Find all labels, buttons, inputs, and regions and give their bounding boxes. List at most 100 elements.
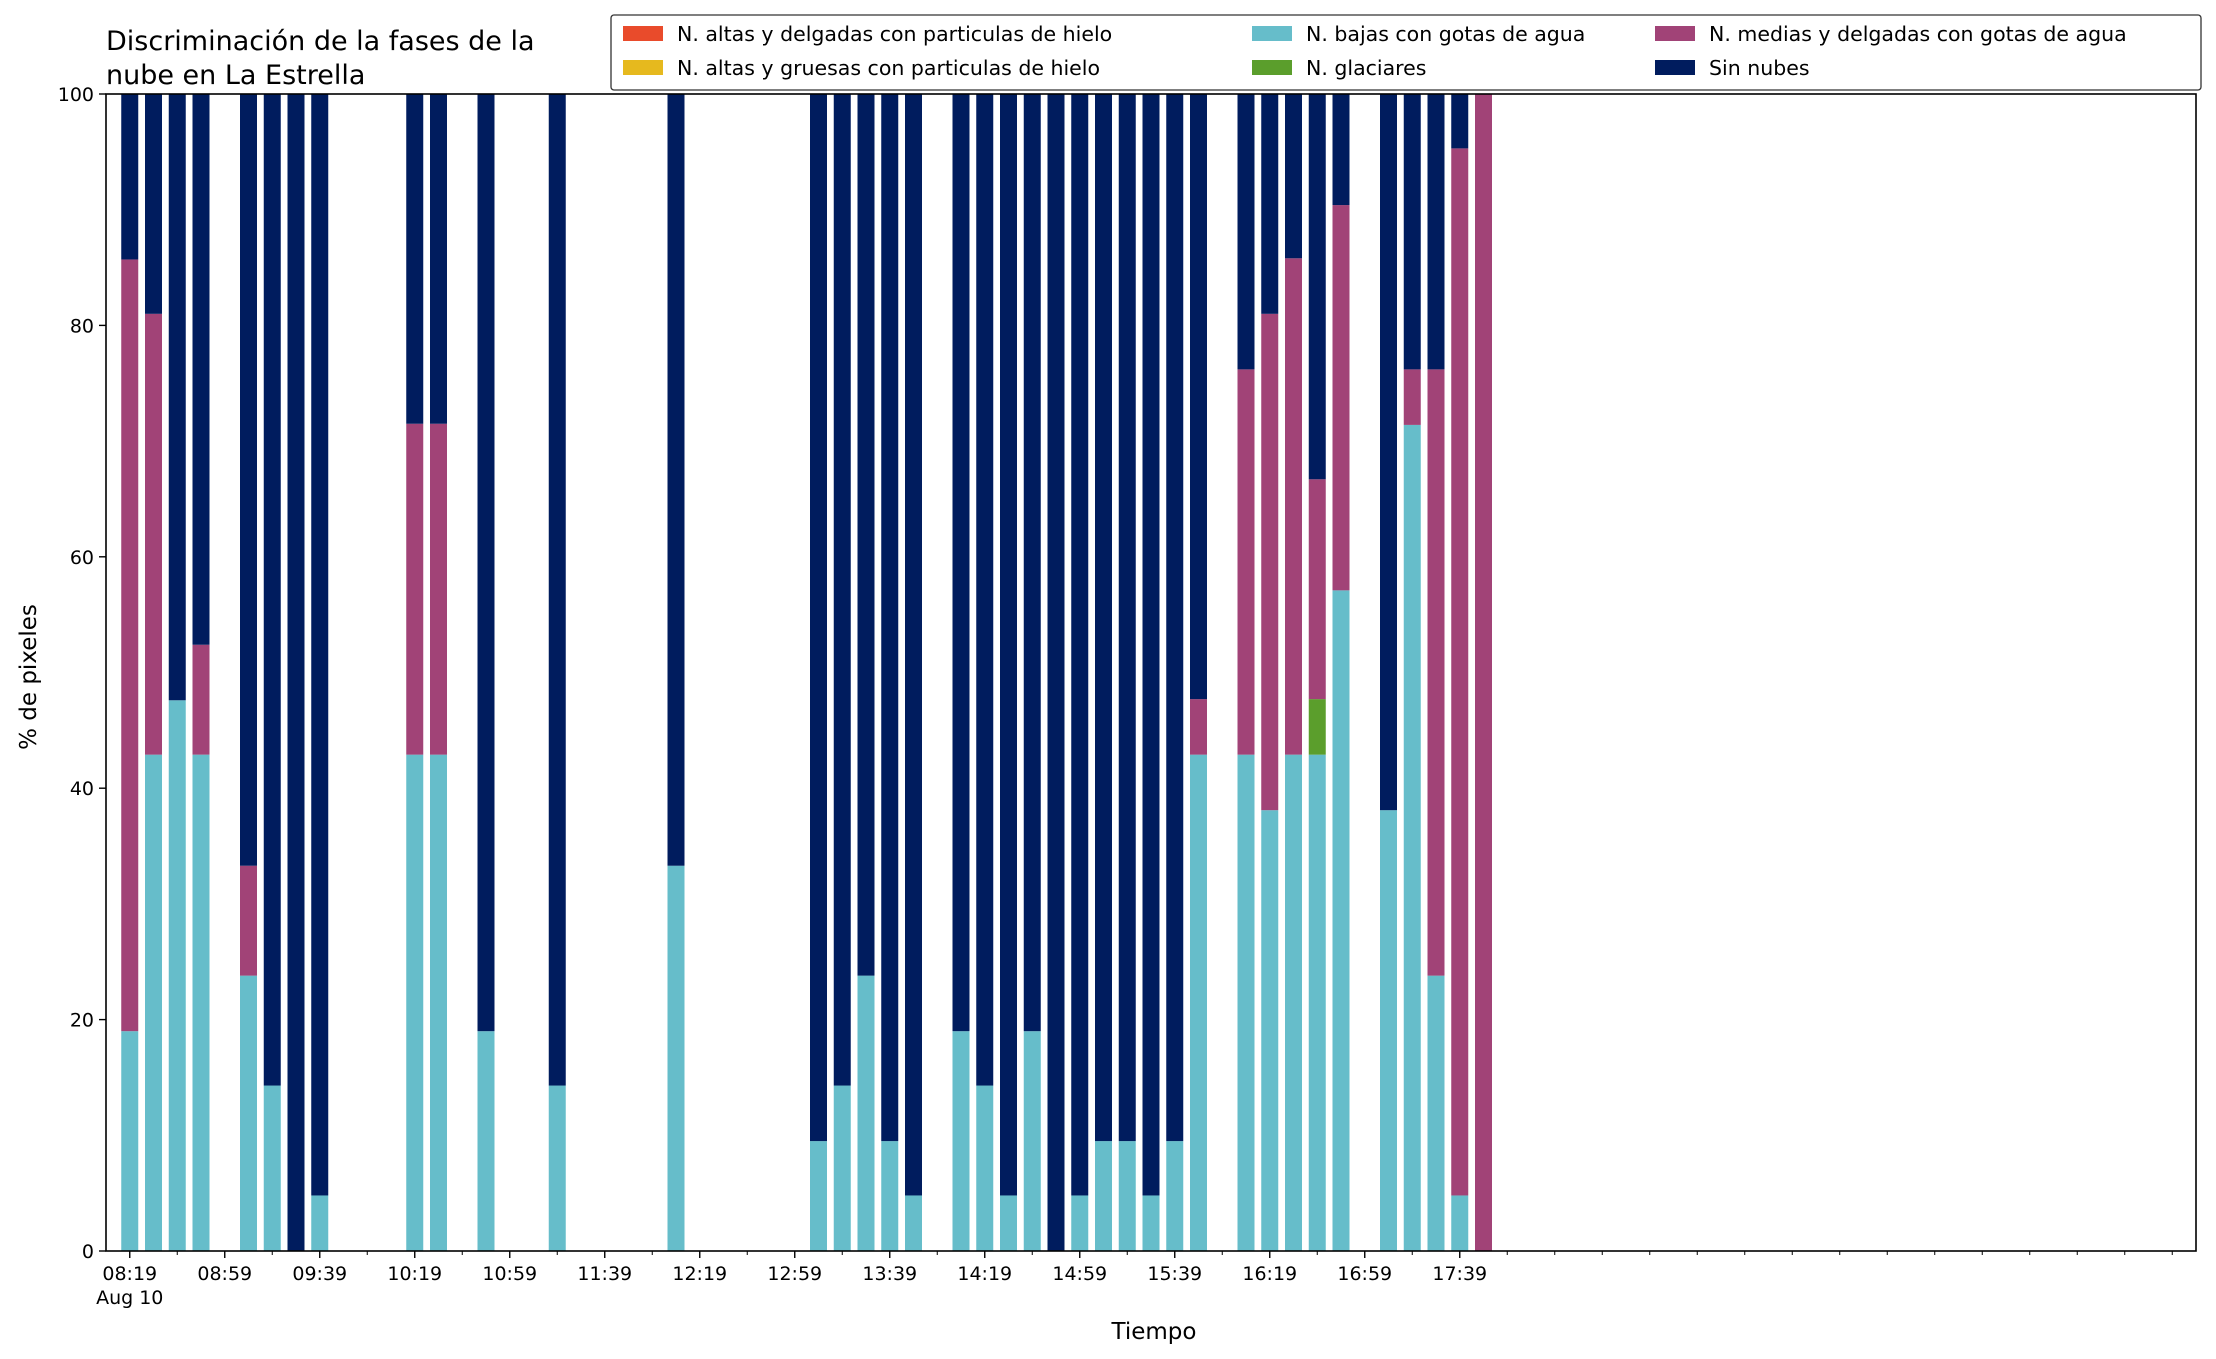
bar-segment <box>1118 94 1136 1142</box>
bar-segment <box>1427 94 1445 370</box>
legend-swatch <box>1252 26 1292 41</box>
bar-stack <box>1332 94 1350 1251</box>
bar-segment <box>1071 1195 1089 1251</box>
legend-item: N. medias y delgadas con gotas de agua <box>1655 22 2127 46</box>
bar-segment <box>667 865 685 1251</box>
bar-segment <box>1451 94 1469 149</box>
bar-segment <box>1427 369 1445 976</box>
legend-label: N. altas y delgadas con particulas de hi… <box>677 22 1112 46</box>
bar-segment <box>287 94 305 1251</box>
bar-segment <box>477 94 495 1032</box>
bar-segment <box>1237 94 1255 370</box>
bar-stack <box>833 94 851 1251</box>
legend-label: N. altas y gruesas con particulas de hie… <box>677 56 1100 80</box>
bar-segment <box>1047 94 1065 1251</box>
bar-stack <box>1308 94 1326 1251</box>
x-tick-sublabel: Aug 10 <box>96 1287 163 1309</box>
bar-stack <box>1380 94 1397 1251</box>
bar-stack <box>1403 94 1421 1251</box>
bar-segment <box>1071 94 1089 1196</box>
bar-stack <box>121 94 139 1251</box>
bar-segment <box>1237 369 1255 755</box>
legend-swatch <box>1655 26 1695 41</box>
bar-stack <box>168 94 186 1251</box>
bar-segment <box>667 94 685 866</box>
bar-stack <box>192 94 210 1251</box>
bar-segment <box>121 1031 139 1251</box>
bar-stack <box>240 94 257 1251</box>
y-tick-label: 60 <box>70 547 94 569</box>
bar-segment <box>1190 699 1207 755</box>
bar-segment <box>833 1085 851 1251</box>
legend: N. altas y delgadas con particulas de hi… <box>610 14 2202 91</box>
bar-segment <box>430 754 447 1251</box>
y-tick-label: 20 <box>70 1010 94 1032</box>
bar-segment <box>833 94 851 1086</box>
bar-segment <box>976 1085 994 1251</box>
bar-stack <box>548 94 566 1251</box>
bar-stack <box>145 94 162 1251</box>
x-tick-label: 10:59 <box>482 1263 537 1285</box>
y-tick-label: 0 <box>82 1241 94 1263</box>
bar-stack <box>1261 94 1279 1251</box>
bars-layer <box>121 94 1492 1251</box>
x-tick-label: 08:19 <box>102 1263 157 1285</box>
x-tick-label: 14:19 <box>957 1263 1012 1285</box>
bar-segment <box>121 94 139 260</box>
bar-segment <box>1023 1031 1041 1251</box>
bar-segment <box>1000 1195 1017 1251</box>
legend-label: N. glaciares <box>1306 56 1426 80</box>
legend-box <box>610 14 2202 91</box>
bar-segment <box>1308 479 1326 700</box>
bar-segment <box>145 94 162 314</box>
y-tick-label: 100 <box>58 84 94 106</box>
bar-segment <box>192 754 210 1251</box>
bar-segment <box>1000 94 1017 1196</box>
bar-segment <box>1380 810 1397 1251</box>
bar-segment <box>145 313 162 755</box>
x-tick-label: 16:19 <box>1242 1263 1297 1285</box>
bar-segment <box>1308 754 1326 1251</box>
bar-segment <box>1380 94 1397 811</box>
bar-stack <box>952 94 970 1251</box>
bar-segment <box>1308 699 1326 755</box>
x-tick-label: 12:59 <box>767 1263 822 1285</box>
bar-segment <box>406 94 424 424</box>
bar-stack <box>1071 94 1089 1251</box>
bar-segment <box>1190 94 1207 700</box>
bar-stack <box>311 94 329 1251</box>
bar-segment <box>905 1195 922 1251</box>
bar-stack <box>1118 94 1136 1251</box>
bar-stack <box>263 94 281 1251</box>
bar-stack <box>1475 94 1492 1251</box>
bar-segment <box>406 423 424 755</box>
y-tick-label: 40 <box>70 778 94 800</box>
y-axis-label: % de pixeles <box>16 604 42 750</box>
bar-stack <box>1190 94 1207 1251</box>
bar-segment <box>1190 754 1207 1251</box>
bar-segment <box>810 1141 827 1251</box>
bar-stack <box>1047 94 1065 1251</box>
bar-segment <box>311 94 329 1196</box>
bar-segment <box>240 865 257 976</box>
chart-title-line-1: Discriminación de la fases de la <box>106 26 535 57</box>
x-tick-label: 16:59 <box>1337 1263 1392 1285</box>
bar-segment <box>1118 1141 1136 1251</box>
x-tick-label: 08:59 <box>197 1263 252 1285</box>
legend-label: Sin nubes <box>1709 56 1810 80</box>
legend-item: N. altas y gruesas con particulas de hie… <box>623 56 1100 80</box>
bar-stack <box>1166 94 1184 1251</box>
x-tick-label: 17:39 <box>1432 1263 1487 1285</box>
bar-segment <box>1403 424 1421 1251</box>
bar-segment <box>1095 94 1112 1142</box>
bar-segment <box>1475 94 1492 1251</box>
bar-segment <box>1403 369 1421 425</box>
bar-stack <box>1427 94 1445 1251</box>
bar-segment <box>311 1195 329 1251</box>
bar-segment <box>240 94 257 866</box>
legend-label: N. medias y delgadas con gotas de agua <box>1709 22 2127 46</box>
legend-swatch <box>623 60 663 75</box>
bar-stack <box>430 94 447 1251</box>
bar-segment <box>1142 94 1160 1196</box>
